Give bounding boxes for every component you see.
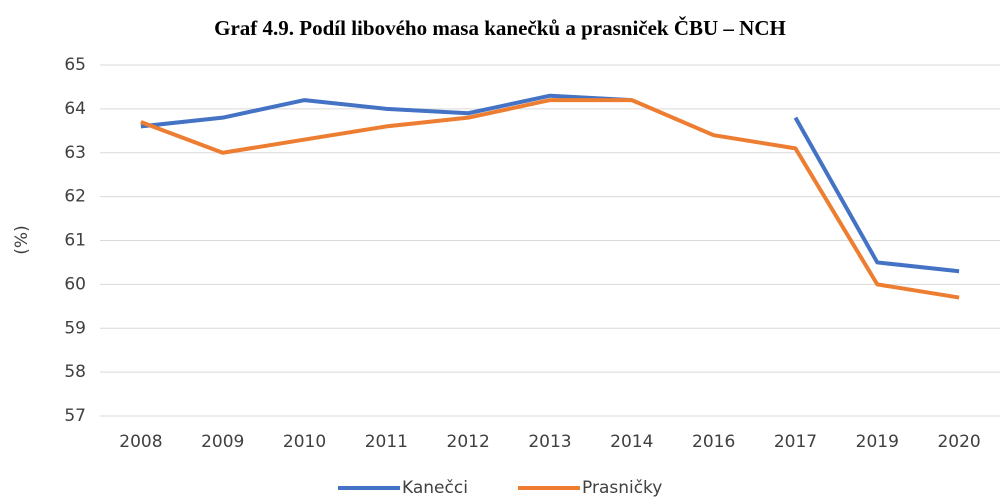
y-tick-label: 63 bbox=[64, 143, 86, 163]
y-tick-label: 58 bbox=[64, 362, 86, 382]
legend-label: Kanečci bbox=[402, 478, 468, 497]
y-tick-label: 64 bbox=[64, 99, 86, 119]
x-tick-label: 2016 bbox=[692, 432, 735, 452]
data-line bbox=[140, 98, 960, 300]
y-tick-label: 62 bbox=[64, 187, 86, 207]
x-tick-label: 2008 bbox=[119, 432, 162, 452]
x-tick-label: 2012 bbox=[447, 432, 490, 452]
y-tick-label: 59 bbox=[64, 318, 86, 338]
data-line bbox=[140, 93, 960, 274]
x-tick-label: 2011 bbox=[365, 432, 408, 452]
y-tick-label: 61 bbox=[64, 231, 86, 251]
y-tick-label: 57 bbox=[64, 406, 86, 426]
x-tick-label: 2013 bbox=[528, 432, 571, 452]
x-tick-label: 2010 bbox=[283, 432, 326, 452]
y-tick-label: 65 bbox=[64, 55, 86, 75]
x-tick-label: 2020 bbox=[937, 432, 980, 452]
x-tick-label: 2017 bbox=[774, 432, 817, 452]
legend-label: Prasničky bbox=[582, 478, 662, 497]
x-tick-label: 2009 bbox=[201, 432, 244, 452]
y-axis-label: (%) bbox=[12, 225, 32, 254]
y-tick-label: 60 bbox=[64, 274, 86, 294]
chart-title: Graf 4.9. Podíl libového masa kanečků a … bbox=[214, 16, 786, 40]
x-tick-label: 2019 bbox=[856, 432, 899, 452]
x-tick-label: 2014 bbox=[610, 432, 653, 452]
